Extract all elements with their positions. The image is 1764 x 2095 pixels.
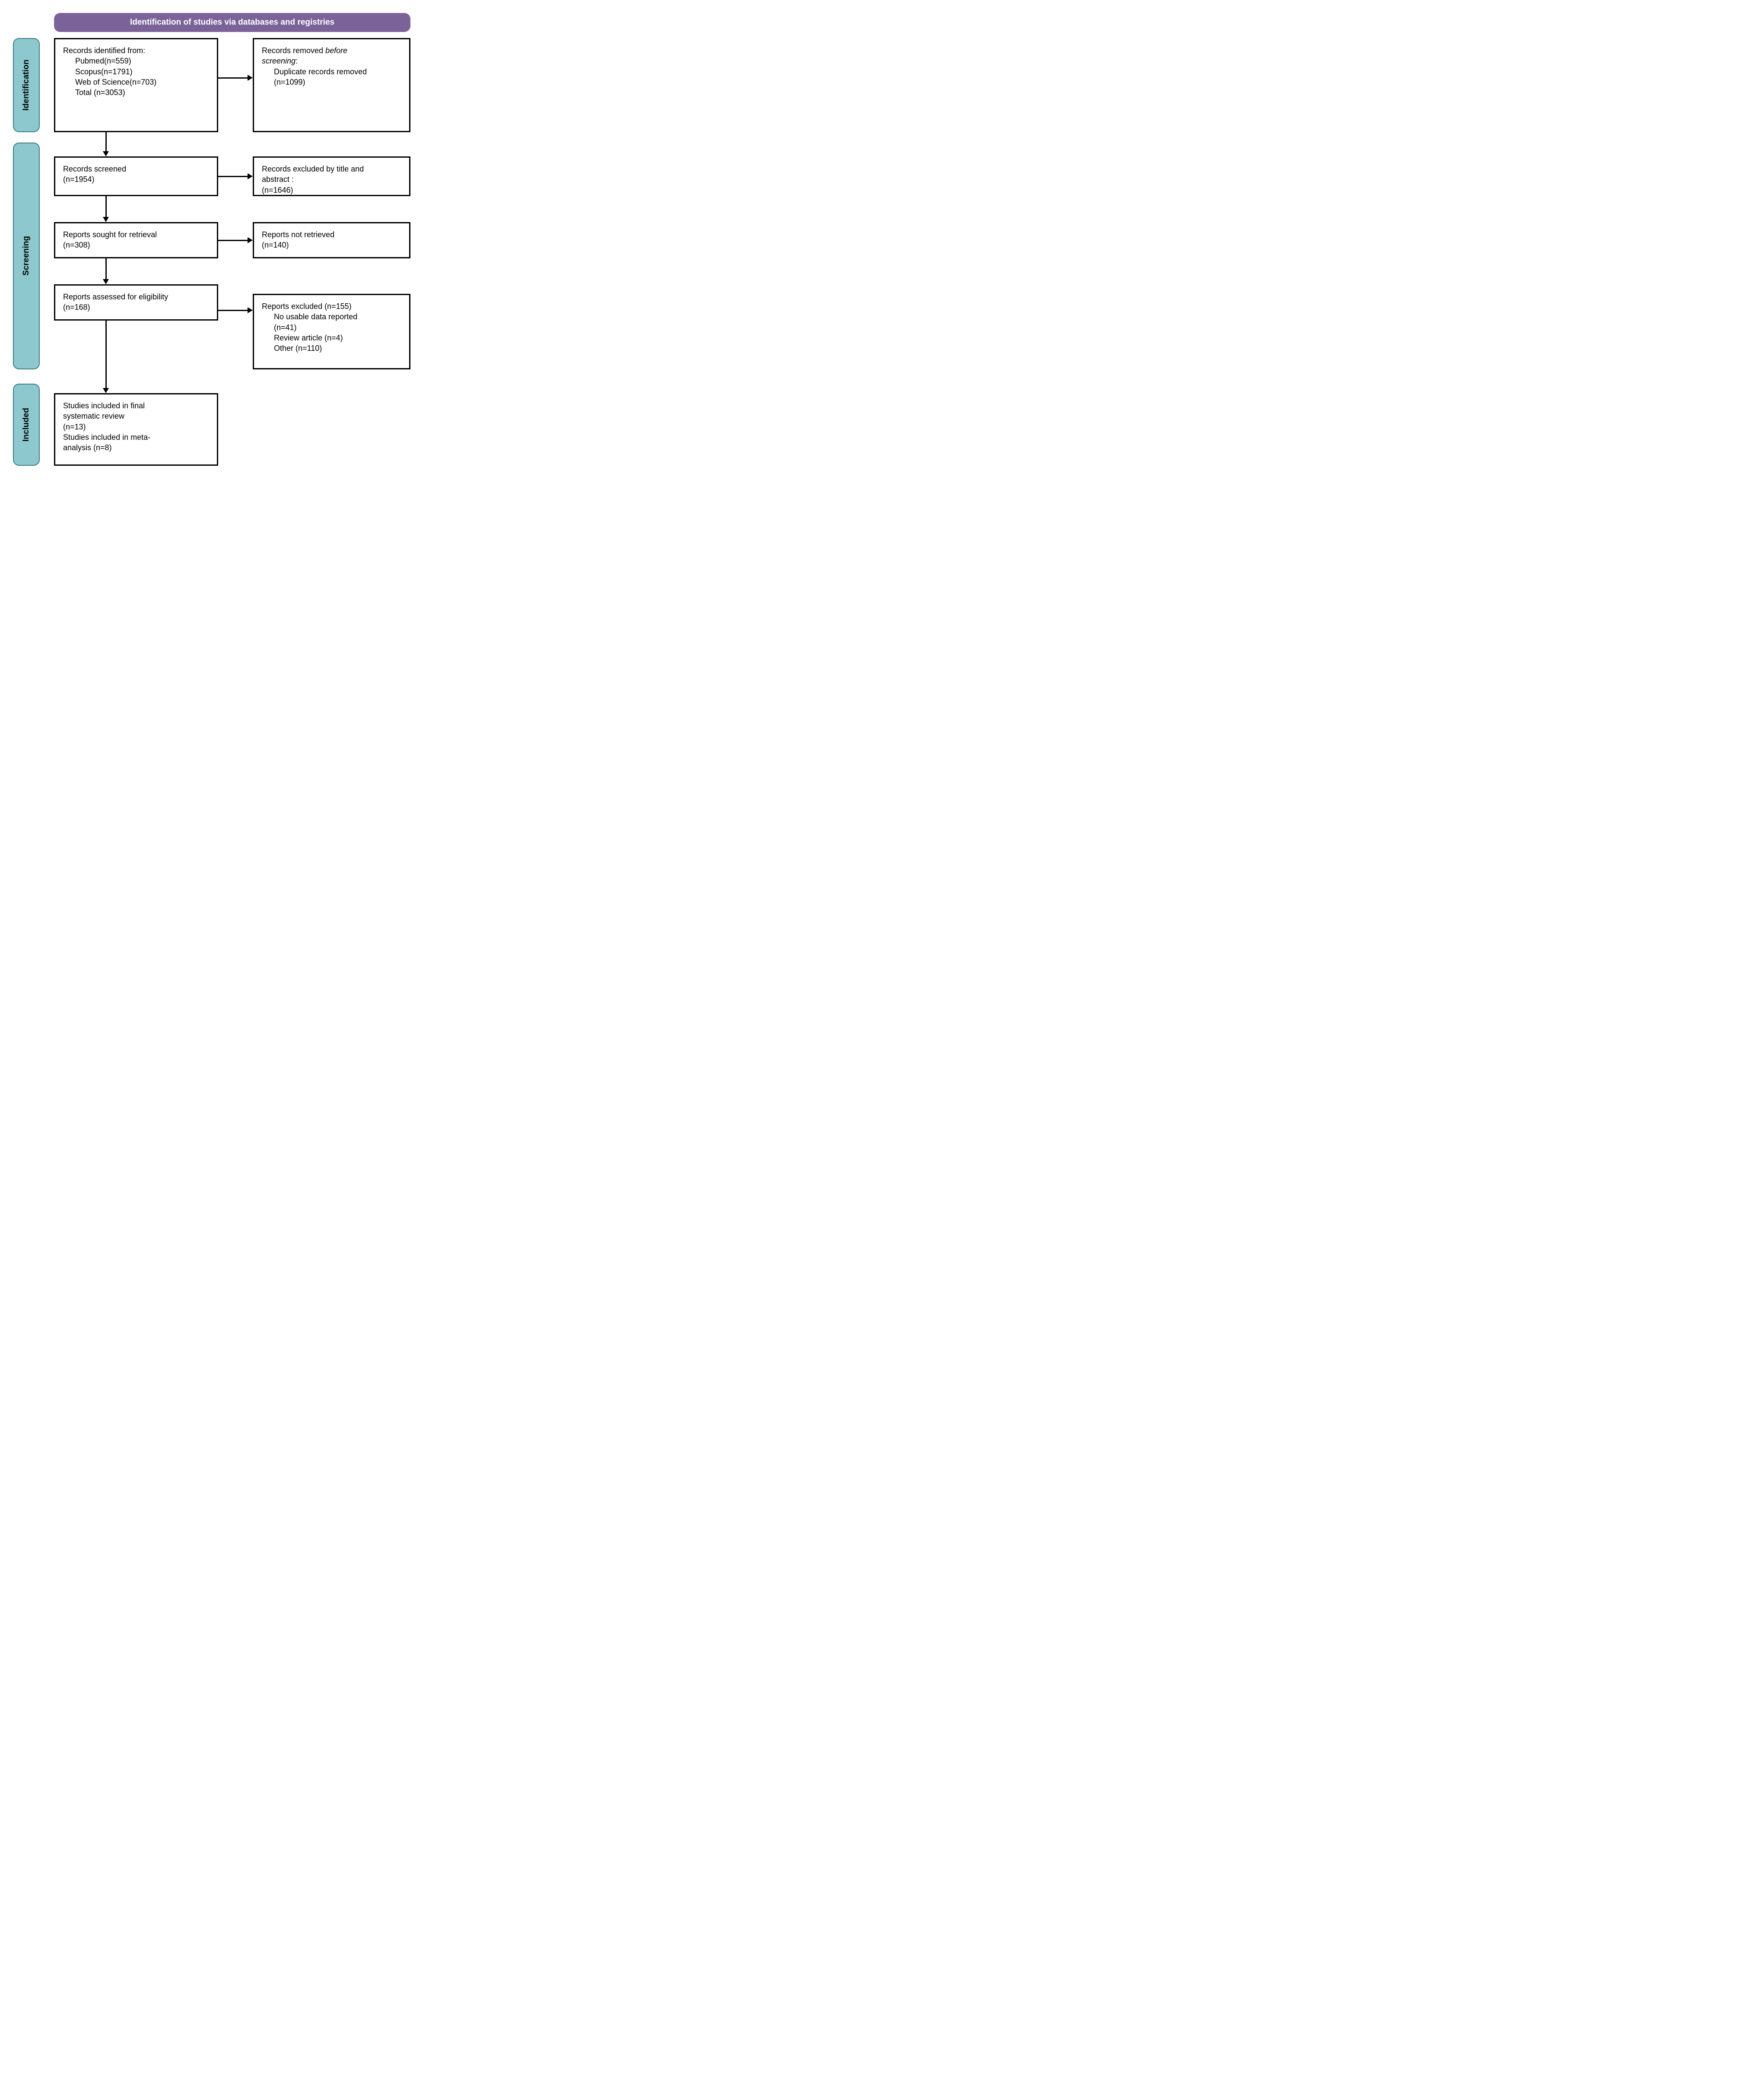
box-excluded_title: Records excluded by title andabstract :(… bbox=[253, 156, 410, 196]
box-assessed: Reports assessed for eligibility(n=168) bbox=[54, 284, 218, 321]
header-banner: Identification of studies via databases … bbox=[54, 13, 410, 32]
box-text: (n=140) bbox=[262, 240, 401, 250]
box-text: abstract : bbox=[262, 174, 401, 184]
box-excluded_reports: Reports excluded (n=155)No usable data r… bbox=[253, 294, 410, 369]
box-text: Reports excluded (n=155) bbox=[262, 301, 401, 312]
box-text: Scopus(n=1791) bbox=[63, 67, 209, 77]
phase-label-included: Included bbox=[13, 384, 40, 466]
box-sought: Reports sought for retrieval(n=308) bbox=[54, 222, 218, 258]
box-text: (n=13) bbox=[63, 422, 209, 432]
box-text: (n=1646) bbox=[262, 185, 401, 195]
box-text: Studies included in meta- bbox=[63, 432, 209, 442]
box-text: Pubmed(n=559) bbox=[63, 56, 209, 66]
box-text: (n=308) bbox=[63, 240, 209, 250]
box-text: No usable data reported bbox=[262, 312, 401, 322]
phase-label-identification: Identification bbox=[13, 38, 40, 132]
box-text: Reports sought for retrieval bbox=[63, 229, 209, 240]
box-text: Other (n=110) bbox=[262, 343, 401, 353]
box-text: (n=168) bbox=[63, 302, 209, 312]
box-text: Studies included in final bbox=[63, 401, 209, 411]
box-text: Reports not retrieved bbox=[262, 229, 401, 240]
box-text: Web of Science(n=703) bbox=[63, 77, 209, 87]
box-text: systematic review bbox=[63, 411, 209, 421]
box-text: Review article (n=4) bbox=[262, 333, 401, 343]
box-text: (n=1954) bbox=[63, 174, 209, 184]
box-text: Duplicate records removed bbox=[262, 67, 401, 77]
prisma-flow-diagram: Identification of studies via databases … bbox=[13, 13, 410, 480]
box-text: screening: bbox=[262, 56, 401, 66]
box-text: Records removed before bbox=[262, 45, 401, 56]
box-text: Total (n=3053) bbox=[63, 87, 209, 98]
phase-label-screening: Screening bbox=[13, 143, 40, 369]
box-identified: Records identified from:Pubmed(n=559)Sco… bbox=[54, 38, 218, 132]
box-text: Records excluded by title and bbox=[262, 164, 401, 174]
box-text: (n=41) bbox=[262, 322, 401, 333]
box-included_final: Studies included in finalsystematic revi… bbox=[54, 393, 218, 466]
box-not_retrieved: Reports not retrieved(n=140) bbox=[253, 222, 410, 258]
box-text: Records identified from: bbox=[63, 45, 209, 56]
box-text: Records screened bbox=[63, 164, 209, 174]
box-text: Reports assessed for eligibility bbox=[63, 292, 209, 302]
box-screened: Records screened(n=1954) bbox=[54, 156, 218, 196]
box-text: analysis (n=8) bbox=[63, 442, 209, 453]
box-removed_before: Records removed beforescreening:Duplicat… bbox=[253, 38, 410, 132]
box-text: (n=1099) bbox=[262, 77, 401, 87]
